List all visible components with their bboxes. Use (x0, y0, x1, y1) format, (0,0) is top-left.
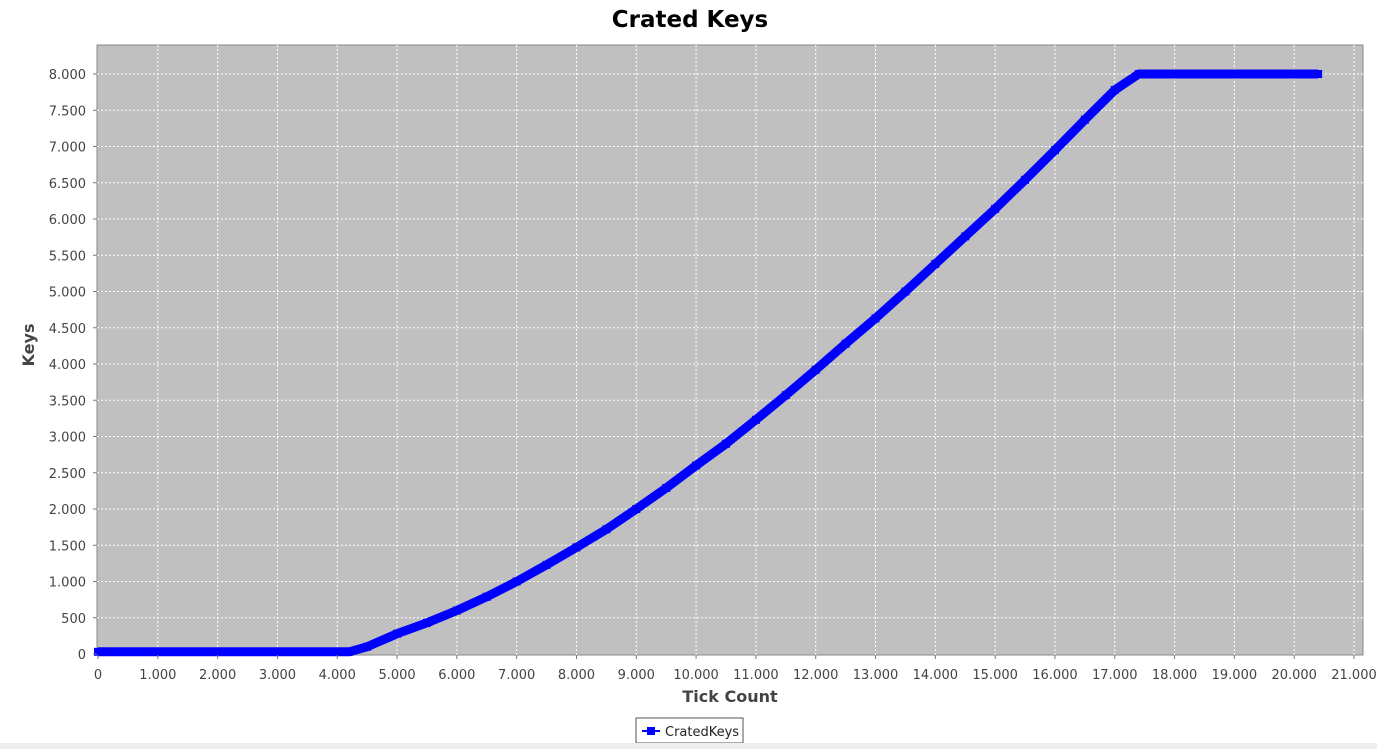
y-tick-label: 4.000 (49, 358, 86, 373)
data-point (1290, 70, 1299, 78)
data-point (1230, 70, 1239, 78)
data-point (542, 560, 551, 569)
plot-area (96, 44, 1364, 656)
y-tick-label: 1.000 (49, 576, 86, 591)
y-tick-label: 5.000 (49, 286, 86, 301)
x-tick-label: 4.000 (319, 668, 356, 683)
data-point (94, 647, 102, 656)
x-tick-label: 3.000 (259, 668, 296, 683)
x-tick-label: 13.000 (853, 668, 899, 683)
y-tick-label: 5.500 (49, 249, 86, 264)
data-point (722, 439, 730, 448)
x-tick-label: 14.000 (913, 668, 959, 683)
y-tick-label: 0 (78, 648, 86, 663)
chart-title: Crated Keys (612, 7, 769, 33)
data-point (482, 592, 491, 601)
data-point (452, 606, 461, 615)
y-tick-label: 7.000 (49, 141, 86, 156)
y-tick-label: 4.500 (49, 322, 86, 337)
data-point (393, 629, 402, 638)
data-point (363, 642, 372, 651)
data-point (1314, 70, 1323, 78)
x-axis: 0 1.000 2.000 3.000 4.000 5.000 6.000 7.000 8.00… (94, 655, 1377, 683)
y-tick-label: 8.000 (49, 68, 86, 83)
x-tick-label: 0 (94, 668, 102, 683)
y-tick-label: 6.500 (49, 177, 86, 192)
y-tick-label: 2.500 (49, 467, 86, 482)
x-tick-label: 5.000 (378, 668, 415, 683)
x-tick-label: 20.000 (1271, 668, 1317, 683)
x-tick-label: 16.000 (1032, 668, 1078, 683)
y-tick-label: 3.000 (49, 431, 86, 446)
data-point (572, 543, 581, 552)
x-tick-label: 11.000 (733, 668, 779, 683)
data-point (273, 647, 282, 656)
x-tick-label: 2.000 (199, 668, 236, 683)
data-point (153, 647, 162, 656)
data-point (632, 505, 641, 513)
data-point (961, 232, 970, 241)
data-point (512, 577, 521, 586)
x-tick-label: 9.000 (618, 668, 655, 683)
y-tick-label: 7.500 (49, 104, 86, 119)
data-point (871, 314, 880, 323)
legend-label: CratedKeys (665, 725, 739, 740)
x-axis-title: Tick Count (682, 687, 778, 706)
y-axis-title: Keys (19, 324, 38, 367)
x-tick-label: 21.000 (1331, 668, 1377, 683)
x-tick-label: 10.000 (673, 668, 719, 683)
y-tick-label: 2.000 (49, 503, 86, 518)
data-point (751, 415, 760, 424)
data-point (1080, 115, 1089, 124)
data-point (1050, 146, 1059, 155)
data-point (1021, 175, 1030, 184)
x-tick-label: 12.000 (793, 668, 839, 683)
x-tick-label: 17.000 (1092, 668, 1138, 683)
data-point (333, 647, 342, 656)
data-point (991, 204, 1000, 213)
legend-marker (647, 727, 655, 735)
y-tick-label: 6.000 (49, 213, 86, 228)
x-tick-label: 1.000 (139, 668, 176, 683)
data-point (811, 365, 820, 374)
data-point (422, 618, 431, 627)
data-point (213, 647, 222, 656)
x-tick-label: 7.000 (498, 668, 535, 683)
y-tick-label: 1.500 (49, 539, 86, 554)
series-layer (94, 69, 1323, 657)
x-tick-label: 6.000 (438, 668, 475, 683)
legend: CratedKeys (635, 717, 744, 744)
x-tick-label: 19.000 (1212, 668, 1258, 683)
y-tick-label: 3.500 (49, 394, 86, 409)
data-point (602, 525, 611, 534)
data-point (692, 461, 701, 470)
data-point (901, 287, 910, 296)
x-tick-label: 15.000 (972, 668, 1018, 683)
y-axis: 0 500 1.000 1.500 2.000 2.500 3.000 3.500 4.000 4… (49, 68, 97, 663)
data-point (841, 339, 850, 348)
y-tick-label: 500 (61, 612, 86, 627)
x-tick-label: 8.000 (558, 668, 595, 683)
x-tick-label: 18.000 (1152, 668, 1198, 683)
footer-bar (0, 743, 1377, 749)
data-point (1110, 85, 1119, 94)
data-point (345, 647, 354, 656)
data-point (781, 391, 790, 400)
data-point (1134, 70, 1143, 78)
data-point (1170, 70, 1179, 78)
data-point (931, 259, 940, 268)
data-point (662, 483, 671, 492)
